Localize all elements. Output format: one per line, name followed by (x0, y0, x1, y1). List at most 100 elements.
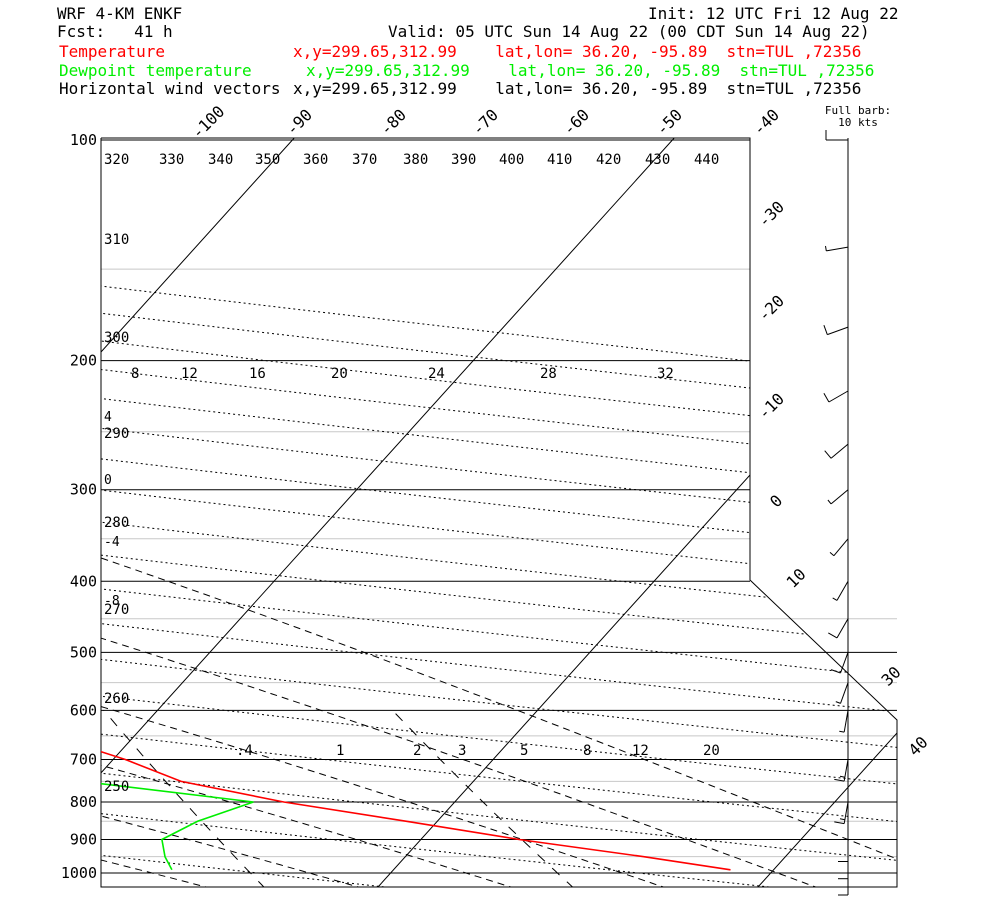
mixing-ratio-label: .4 (236, 743, 253, 759)
mixing-ratio-label: 3 (458, 743, 466, 759)
theta-label-top: 360 (303, 152, 328, 168)
moist-adiabat (101, 360, 516, 887)
barb-flag (823, 393, 830, 403)
isotherm-label: 10 (783, 565, 810, 592)
isotherm-label: -20 (754, 291, 788, 325)
theta-label-top: 420 (596, 152, 621, 168)
thetae-label: 8 (131, 366, 139, 382)
thetae-label: 12 (181, 366, 198, 382)
pressure-label: 700 (70, 750, 97, 768)
mixing-ratio-label: 2 (413, 743, 421, 759)
isotherm-label: 30 (878, 663, 905, 690)
pressure-label: 300 (70, 481, 97, 499)
theta-label-top: 350 (255, 152, 280, 168)
moist-adiabat (0, 361, 60, 889)
mixing-ratio-line (0, 710, 31, 888)
left-temp-label: -8 (104, 594, 120, 609)
isotherm-label: -100 (188, 102, 229, 143)
theta-label-top: 440 (694, 152, 719, 168)
isotherm-label: 40 (905, 733, 932, 760)
moist-adiabat (101, 360, 820, 887)
theta-label-left: 260 (104, 691, 129, 707)
barb-shaft (827, 326, 849, 336)
theta-label-top: 430 (645, 152, 670, 168)
isotherm-label: -90 (282, 105, 316, 139)
barb-shaft (836, 618, 849, 639)
forecast-hour: Fcst: 41 h (57, 22, 173, 41)
wind-barb (839, 710, 849, 733)
isotherm-label: -30 (754, 197, 788, 231)
wind-barb (828, 618, 849, 639)
wind-barb (823, 390, 849, 403)
theta-label-left: 250 (104, 779, 129, 795)
theta-label-top: 340 (208, 152, 233, 168)
theta-label-top: 330 (159, 152, 184, 168)
legend-dewpoint-name: Dewpoint temperature (59, 61, 252, 80)
barb-flag (828, 632, 838, 639)
barb-flag (825, 245, 827, 251)
pressure-label: 1000 (61, 864, 97, 882)
barb-shaft (830, 443, 849, 459)
left-temp-label: 0 (104, 473, 112, 488)
barb-shaft (826, 246, 849, 252)
isotherm-label: -40 (749, 105, 783, 139)
isotherm-label: -50 (652, 105, 686, 139)
wind-barb (827, 489, 849, 505)
isotherm (377, 138, 897, 887)
barb-flag (827, 499, 832, 505)
theta-label-top: 370 (352, 152, 377, 168)
barb-shaft (843, 710, 849, 733)
header-block: WRF 4-KM ENKF Fcst: 41 h Init: 12 UTC Fr… (0, 0, 1000, 100)
wind-barb (825, 130, 848, 141)
barb-flag (839, 775, 845, 778)
wind-barb (834, 759, 849, 782)
thetae-label: 20 (331, 366, 348, 382)
barb-flag (830, 669, 841, 674)
barb-flag (824, 450, 832, 459)
barb-flag (834, 821, 845, 825)
barb-shaft (836, 581, 849, 601)
pressure-label: 900 (70, 830, 97, 848)
theta-label-left: 300 (104, 330, 129, 346)
data-layer (101, 139, 731, 871)
barb-note-value: 10 kts (838, 116, 878, 129)
theta-label-top: 320 (104, 152, 129, 168)
barb-shaft (840, 652, 849, 674)
mixing-ratio-label: 5 (520, 743, 528, 759)
wind-barbs (823, 130, 849, 896)
grid-layer (0, 137, 898, 889)
wind-barb (825, 245, 849, 252)
wind-barb (830, 652, 849, 674)
barb-flag (834, 778, 845, 782)
barb-shaft (830, 489, 849, 505)
plot-frame (100, 137, 898, 888)
thetae-label: 16 (249, 366, 266, 382)
theta-label-top: 390 (451, 152, 476, 168)
barb-shaft (833, 538, 849, 557)
theta-label-left: 270 (104, 602, 129, 618)
dry-adiabat (101, 139, 897, 887)
wind-barb (823, 325, 849, 336)
dry-adiabat (0, 140, 13, 889)
wind-barb (838, 873, 849, 896)
barb-flag (829, 552, 835, 557)
wind-barb (834, 801, 849, 825)
pressure-label: 800 (70, 793, 97, 811)
theta-label-left: 280 (104, 515, 129, 531)
wind-barb (835, 682, 849, 704)
pressure-label: 200 (70, 352, 97, 370)
mixing-ratio-label: 20 (703, 743, 720, 759)
theta-label-left: 310 (104, 232, 129, 248)
isotherm (757, 138, 897, 887)
isotherm (101, 138, 675, 887)
series-group (101, 139, 731, 871)
isotherm-label: 0 (766, 491, 786, 511)
moist-adiabat (101, 360, 364, 887)
pressure-label: 500 (70, 643, 97, 661)
mixing-ratio-line (103, 710, 266, 887)
pressure-label: 100 (70, 131, 97, 149)
mixing-ratio-label: 8 (583, 743, 591, 759)
model-title: WRF 4-KM ENKF (57, 4, 183, 23)
legend-temperature-name: Temperature (59, 42, 165, 61)
